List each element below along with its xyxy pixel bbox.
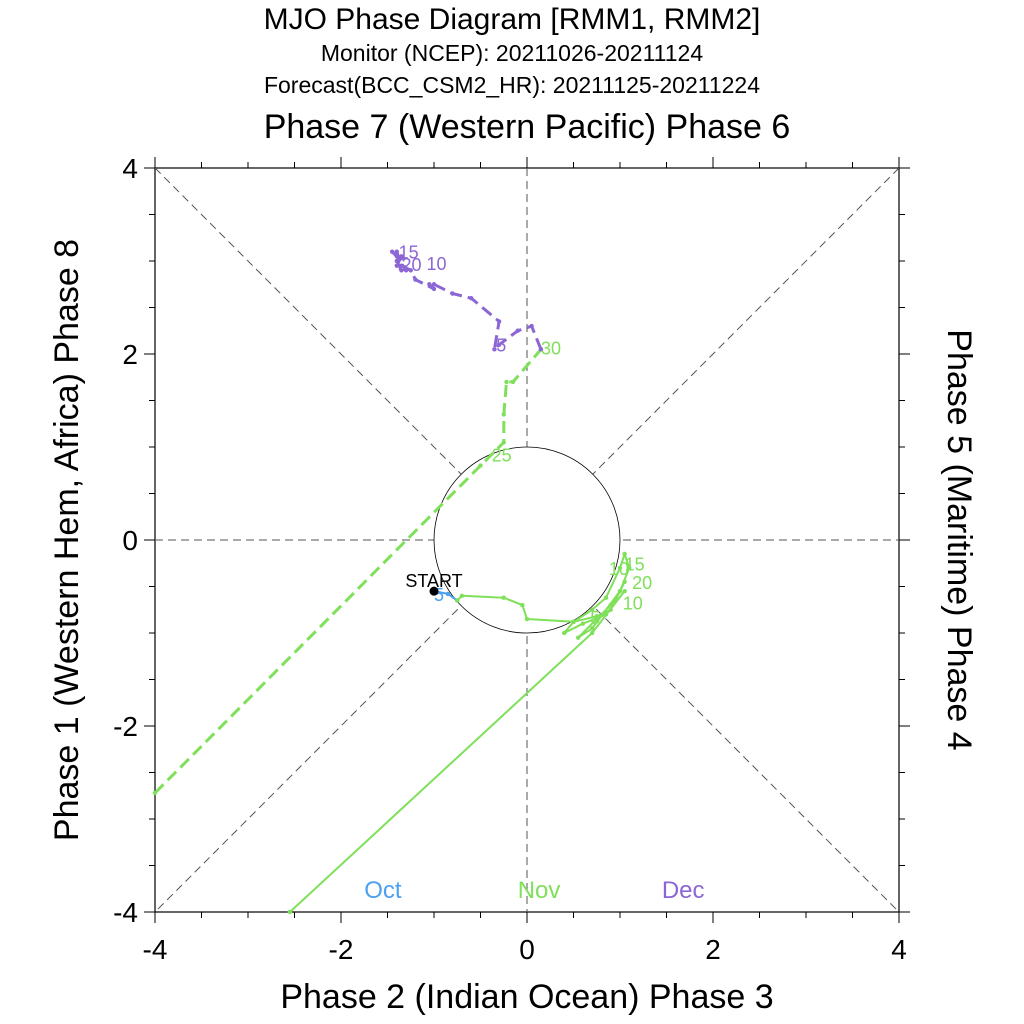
left-phase-label: Phase 1 (Western Hem, Africa) Phase 8 [48,239,86,841]
data-point [562,630,567,636]
data-point [501,440,506,445]
y-tick-label: 0 [122,525,138,556]
data-point [504,379,509,385]
data-point [608,607,613,612]
data-point [529,323,534,329]
data-point [431,286,437,292]
data-point [399,268,404,273]
day-label: 20 [632,573,652,593]
data-point [496,342,502,347]
data-point [589,607,595,612]
data-point [515,328,520,333]
x-tick-label: 2 [705,934,721,965]
data-point [501,595,506,600]
y-tick-label: -2 [113,711,138,742]
data-point [589,630,595,636]
data-point [389,249,395,254]
data-point [403,268,409,273]
data-point [394,249,399,254]
data-point [510,379,516,385]
data-point [496,319,502,324]
data-point [431,282,437,287]
data-point [501,412,506,417]
unit-circle [433,446,621,634]
chart-subtitle-forecast: Forecast(BCC_CSM2_HR): 20211125-20211224 [264,72,760,98]
data-point [394,258,399,264]
data-point [394,263,399,268]
data-point [589,626,595,631]
legend-entry: Oct [364,877,402,904]
data-point [152,790,158,796]
day-label: 30 [541,338,561,358]
axis-ticks: -4 -2 0 2 4 -4 -2 0 2 4 [113,153,910,965]
data-point [622,579,627,585]
data-point [617,588,623,594]
day-label: 25 [492,445,512,465]
data-point [445,591,451,597]
data-point [627,565,632,571]
data-point [450,291,455,296]
chart-title: MJO Phase Diagram [RMM1, RMM2] [264,3,761,36]
y-tick-label: -4 [113,897,138,928]
data-point [608,602,613,608]
legend-entry: Dec [662,877,705,904]
data-point [427,282,432,287]
data-point [594,614,599,619]
bottom-phase-label: Phase 2 (Indian Ocean) Phase 3 [280,978,773,1016]
data-point [492,347,497,352]
y-tick-label: 4 [122,153,138,184]
start-marker [429,586,439,596]
x-tick-label: -2 [329,934,354,965]
data-point [399,254,404,259]
day-label: 10 [609,559,629,579]
start-label: START [405,571,462,591]
series-layer [152,249,632,915]
legend: Oct Nov Dec [364,877,704,904]
day-label: 10 [623,593,643,613]
data-point [603,612,609,617]
y-tick-label: 2 [122,339,138,370]
day-label: 5 [434,585,444,605]
day-label: 5 [496,336,506,356]
start-marker-group: START [405,571,463,596]
data-point [524,616,530,622]
data-point [538,347,544,352]
day-label: 15 [399,243,419,263]
legend-entry: Nov [518,877,561,904]
data-point [455,598,460,603]
data-point [580,621,585,626]
right-phase-label: Phase 5 (Maritime) Phase 4 [940,329,978,750]
x-tick-label: -4 [143,934,168,965]
x-tick-label: 0 [519,934,535,965]
data-point [622,588,627,594]
data-point [622,551,627,557]
chart-subtitle-monitor: Monitor (NCEP): 20211026-20211124 [321,40,703,66]
top-phase-label: Phase 7 (Western Pacific) Phase 6 [264,108,791,146]
data-point [399,263,404,268]
data-point [617,565,623,571]
data-point [469,296,474,301]
day-label: 10 [427,254,447,274]
data-point [478,463,483,468]
data-point [603,595,609,600]
data-point [413,277,418,282]
data-point [520,602,525,608]
day-label: 15 [625,554,645,574]
data-point [394,254,399,259]
data-point [575,635,581,640]
x-tick-label: 4 [891,934,907,965]
day-label: 20 [401,255,421,275]
series-line [391,250,543,351]
day-label: 5 [590,608,600,628]
data-point [459,593,465,598]
data-point [408,268,413,273]
data-point [287,909,293,915]
data-point [571,619,576,625]
